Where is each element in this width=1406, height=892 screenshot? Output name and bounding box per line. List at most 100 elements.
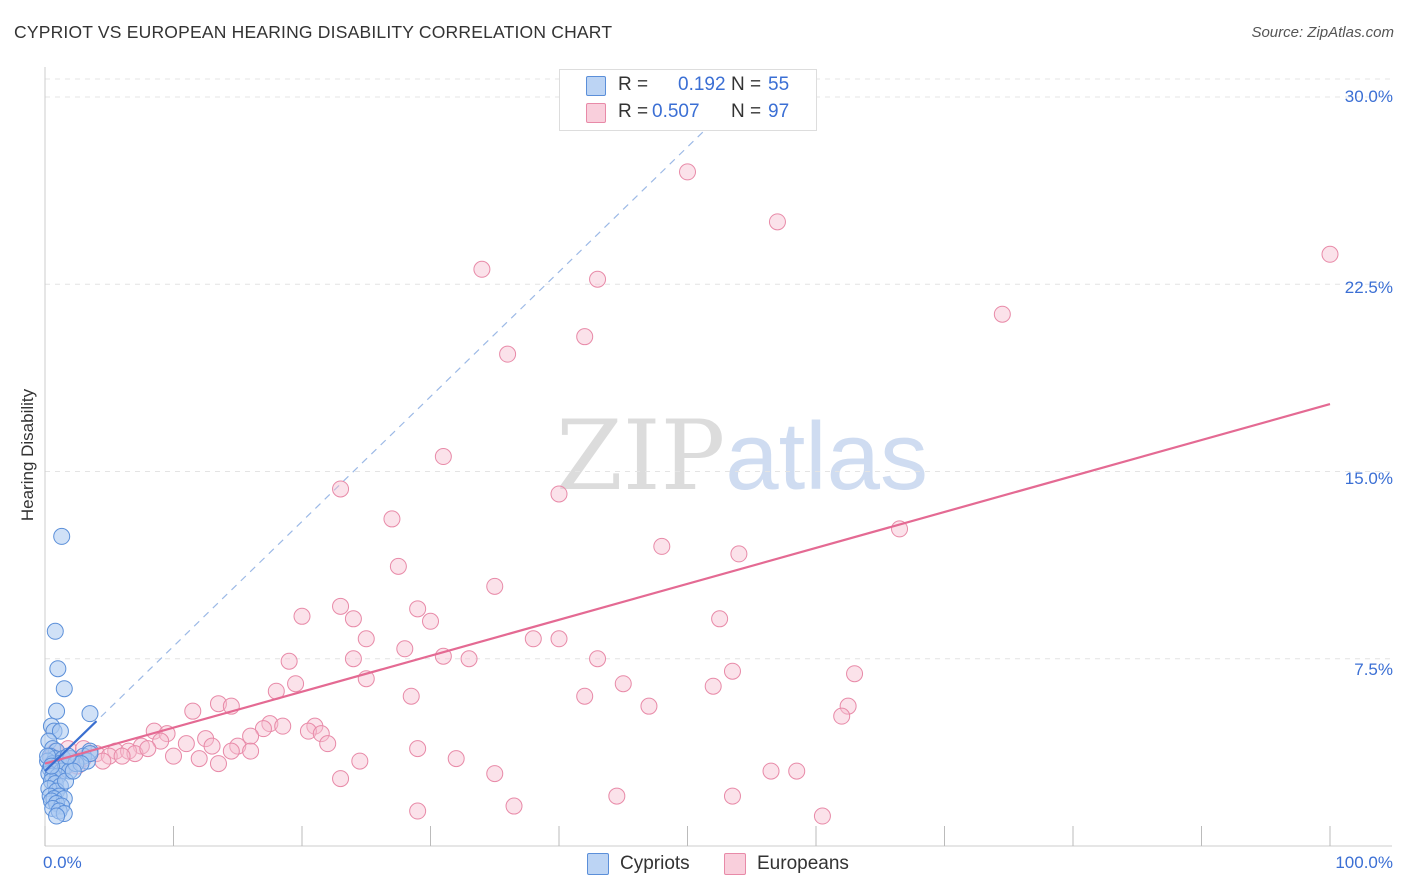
legend-n-label: N =: [731, 101, 762, 122]
legend-swatch-pink: [586, 103, 606, 123]
european-point: [357, 630, 375, 648]
legend-r-label: R =: [618, 101, 649, 122]
legend-n-value: 55: [768, 74, 790, 95]
watermark-atlas: atlas: [725, 403, 928, 510]
european-point: [723, 662, 741, 680]
correlation-legend: R = 0.192 N = 55 R = 0.507 N = 97: [559, 69, 817, 131]
x-tick-label-min: 0.0%: [43, 853, 82, 872]
axes: [44, 67, 1392, 847]
european-point: [409, 802, 427, 820]
cypriot-trend-line: [44, 720, 98, 772]
european-point: [499, 345, 517, 363]
european-point: [409, 600, 427, 618]
european-point: [839, 697, 857, 715]
european-point: [287, 675, 305, 693]
european-point: [409, 740, 427, 758]
european-point: [402, 687, 420, 705]
european-point: [126, 745, 144, 763]
source-label: Source: ZipAtlas.com: [1251, 24, 1394, 41]
european-point: [165, 747, 182, 765]
european-point: [332, 770, 350, 788]
european-point: [113, 747, 131, 765]
legend-r-value: 0.507: [652, 101, 700, 122]
european-point: [152, 732, 170, 750]
european-point: [788, 762, 806, 780]
european-point: [589, 270, 607, 288]
legend-swatch-blue: [586, 76, 606, 96]
y-tick-label-30: 30.0%: [1344, 87, 1393, 106]
cypriot-trend-extension: [44, 96, 740, 772]
legend-r-label: R =: [618, 74, 649, 95]
european-point: [203, 737, 221, 755]
european-point: [177, 735, 195, 753]
european-point: [332, 597, 350, 615]
european-point: [993, 305, 1011, 323]
european-point: [184, 702, 202, 720]
european-point: [344, 650, 362, 668]
european-point: [190, 750, 208, 768]
european-point: [312, 725, 330, 743]
cypriot-point: [55, 680, 73, 698]
european-point: [473, 260, 491, 278]
european-point: [723, 787, 741, 805]
bottom-legend-label-europeans: Europeans: [757, 853, 849, 874]
european-point: [332, 480, 350, 498]
y-tick-label-15: 15.0%: [1344, 469, 1393, 488]
legend-n-label: N =: [731, 74, 762, 95]
bottom-legend-swatch-pink: [724, 853, 746, 875]
y-tick-label-22-5: 22.5%: [1344, 278, 1393, 297]
cypriot-point: [48, 807, 66, 825]
cypriot-point: [64, 762, 82, 780]
european-point: [242, 727, 260, 745]
european-point: [762, 762, 780, 780]
cypriot-point: [46, 622, 64, 640]
cypriot-point: [53, 527, 71, 545]
european-point: [422, 612, 439, 630]
european-point: [550, 630, 568, 648]
european-point: [389, 557, 407, 575]
european-point: [209, 755, 227, 773]
european-point: [209, 695, 227, 713]
european-point: [254, 720, 272, 738]
watermark: ZIPatlas: [556, 400, 928, 512]
european-point: [1321, 245, 1339, 263]
cypriot-point: [49, 660, 67, 678]
european-point: [679, 163, 696, 181]
chart-title: CYPRIOT VS EUROPEAN HEARING DISABILITY C…: [14, 22, 613, 42]
cypriot-point: [51, 722, 69, 740]
cypriot-point: [81, 705, 99, 723]
legend-n-value: 97: [768, 101, 790, 122]
x-tick-label-max: 100.0%: [1335, 853, 1393, 872]
european-point: [589, 650, 607, 668]
european-point: [486, 765, 504, 783]
trend-lines-solid: [44, 403, 1331, 772]
european-point: [139, 740, 157, 758]
european-point: [550, 485, 568, 503]
european-point: [505, 797, 523, 815]
european-point: [344, 610, 362, 628]
european-point: [383, 510, 401, 528]
european-point: [280, 652, 298, 670]
european-point: [447, 750, 465, 768]
european-point: [576, 328, 594, 346]
european-point: [768, 213, 786, 231]
european-point: [608, 787, 626, 805]
european-point: [319, 735, 337, 753]
european-trend-line: [44, 403, 1331, 765]
european-point: [846, 665, 864, 683]
trend-lines-dashed: [44, 96, 740, 772]
european-point: [640, 697, 658, 715]
bottom-legend-label-cypriots: Cypriots: [620, 853, 690, 874]
european-point: [711, 610, 729, 628]
european-point: [833, 707, 851, 725]
european-point: [274, 717, 292, 735]
european-point: [576, 687, 594, 705]
european-point: [730, 545, 748, 563]
european-point: [614, 675, 632, 693]
y-tick-label-7-5: 7.5%: [1354, 660, 1393, 679]
european-point: [524, 630, 542, 648]
legend-r-value: 0.192: [678, 74, 726, 95]
bottom-legend-swatch-blue: [587, 853, 609, 875]
european-points: [42, 163, 1339, 825]
